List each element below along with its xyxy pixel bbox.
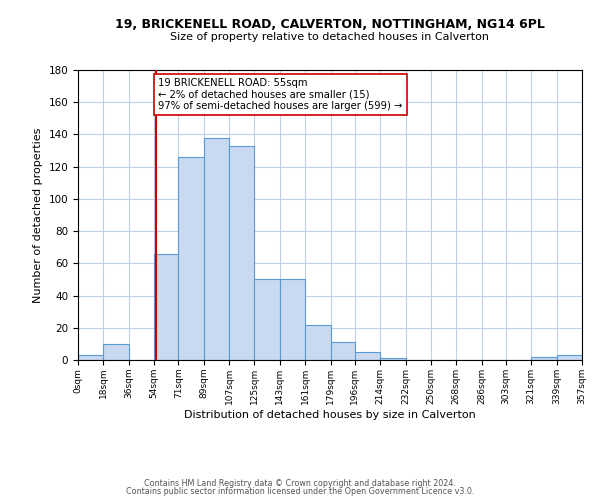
Text: Size of property relative to detached houses in Calverton: Size of property relative to detached ho… [170,32,490,42]
Bar [531,357,557,360]
Bar [203,138,229,360]
Bar [178,157,203,360]
Bar [254,280,280,360]
Text: 19, BRICKENELL ROAD, CALVERTON, NOTTINGHAM, NG14 6PL: 19, BRICKENELL ROAD, CALVERTON, NOTTINGH… [115,18,545,30]
Text: Contains public sector information licensed under the Open Government Licence v3: Contains public sector information licen… [126,487,474,496]
Bar [103,344,129,360]
Bar [355,352,380,360]
Text: 19 BRICKENELL ROAD: 55sqm
← 2% of detached houses are smaller (15)
97% of semi-d: 19 BRICKENELL ROAD: 55sqm ← 2% of detach… [158,78,403,112]
Y-axis label: Number of detached properties: Number of detached properties [33,128,43,302]
X-axis label: Distribution of detached houses by size in Calverton: Distribution of detached houses by size … [184,410,476,420]
Bar [280,280,305,360]
Bar [229,146,254,360]
Text: Contains HM Land Registry data © Crown copyright and database right 2024.: Contains HM Land Registry data © Crown c… [144,478,456,488]
Bar [154,254,178,360]
Bar [331,342,355,360]
Bar [557,355,582,360]
Bar [305,324,331,360]
Bar [78,355,103,360]
Bar [380,358,406,360]
